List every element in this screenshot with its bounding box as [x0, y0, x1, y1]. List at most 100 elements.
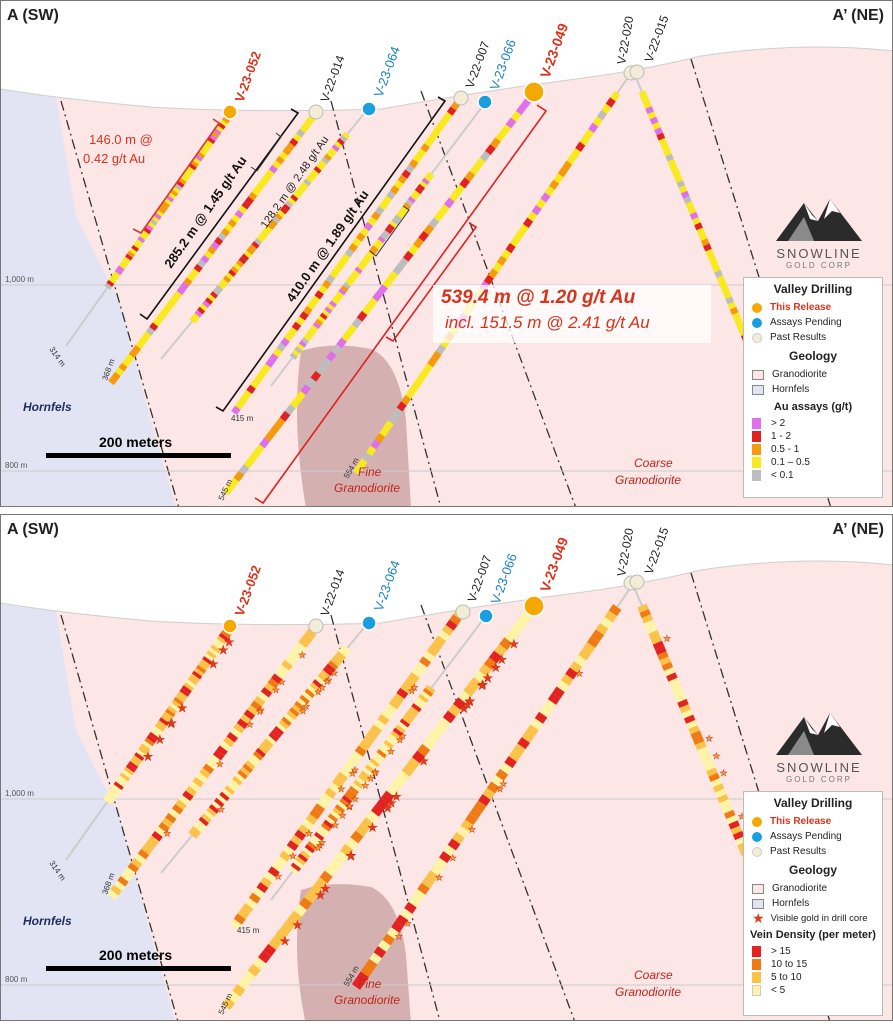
assay-interval [295, 188, 304, 196]
assay-interval [209, 134, 218, 142]
collar-v23066[interactable] [477, 94, 493, 110]
vein-interval [263, 943, 277, 957]
collar-v23064[interactable] [361, 101, 377, 117]
visible-gold-star-icon: ★ [216, 759, 224, 769]
vein-interval [677, 698, 689, 708]
vein-interval [120, 871, 133, 883]
vein-interval [127, 760, 139, 770]
collar-v23052[interactable] [222, 618, 238, 634]
vein-interval [413, 700, 424, 710]
collar-v23066[interactable] [478, 608, 494, 624]
vein-interval [701, 756, 714, 767]
vein-interval [473, 800, 487, 813]
visible-gold-star-icon: ★ [143, 749, 154, 763]
swatch-vein-10-15 [752, 959, 761, 970]
assay-interval [409, 382, 420, 393]
assay-interval [326, 150, 335, 159]
vein-interval [679, 704, 691, 714]
assay-interval [361, 304, 373, 316]
legend-vein-title: Vein Density (per meter) [750, 929, 876, 941]
collar-v22014[interactable] [308, 104, 324, 120]
assay-interval [433, 210, 445, 222]
collar-v22015[interactable] [629, 574, 645, 590]
assay-interval [219, 119, 228, 127]
assay-interval [242, 389, 252, 400]
vein-interval [608, 604, 622, 617]
visible-gold-star-icon: ★ [410, 683, 418, 693]
collar-v22007[interactable] [455, 604, 471, 620]
assay-interval [303, 305, 313, 316]
swatch-au-01-05 [752, 457, 761, 468]
visible-gold-star-icon: ★ [272, 685, 280, 695]
visible-gold-star-icon: ★ [345, 802, 353, 812]
vein-interval [233, 722, 245, 734]
assay-interval [264, 225, 273, 234]
assay-interval [377, 236, 386, 244]
collar-v22014[interactable] [308, 618, 324, 634]
collar-v23049[interactable] [523, 81, 545, 103]
collar-v22015[interactable] [629, 64, 645, 80]
vein-interval [332, 807, 343, 817]
visible-gold-star-icon: ★ [490, 660, 501, 674]
vein-interval [227, 782, 238, 792]
assay-interval [405, 199, 414, 207]
assay-interval [370, 439, 381, 450]
visible-gold-star-icon: ★ [387, 747, 395, 757]
intercept-v23052-b: 0.42 g/t Au [83, 151, 145, 166]
vein-interval [499, 762, 513, 775]
topography-line [1, 46, 892, 112]
vein-interval [514, 617, 528, 631]
vein-interval [465, 813, 478, 826]
vein-interval [301, 819, 314, 831]
assay-interval [403, 202, 412, 210]
assay-interval [372, 290, 383, 302]
vein-interval [298, 824, 310, 836]
assay-interval [238, 395, 249, 405]
assay-interval [725, 296, 735, 305]
vein-interval [509, 623, 523, 637]
assay-interval [380, 232, 388, 241]
assay-interval [162, 304, 172, 314]
vein-interval [521, 730, 535, 743]
headline-incl: incl. 151.5 m @ 2.41 g/t Au [445, 313, 650, 332]
assay-interval [449, 190, 460, 202]
assay-interval [275, 155, 285, 165]
assay-interval [152, 317, 162, 327]
assay-interval [243, 457, 255, 469]
vein-interval [206, 758, 218, 770]
assay-interval [291, 349, 300, 357]
assay-interval [479, 150, 491, 162]
assay-interval [120, 259, 129, 267]
assay-interval [408, 158, 419, 169]
assay-interval [601, 103, 612, 114]
vein-interval [274, 668, 286, 680]
vein-interval [539, 705, 552, 718]
visible-gold-star-icon: ★ [386, 796, 397, 810]
assay-interval [176, 286, 186, 296]
assay-interval [391, 217, 400, 225]
vein-interval [239, 766, 251, 777]
vein-interval [199, 767, 211, 779]
vein-interval [323, 819, 334, 829]
collar-v23049[interactable] [523, 595, 545, 617]
vein-interval [723, 809, 736, 819]
vein-interval [300, 850, 311, 860]
swatch-au-05-1 [752, 444, 761, 455]
scale-bar-label: 200 meters [99, 434, 172, 450]
collar-v23064[interactable] [361, 615, 377, 631]
collar-v23052[interactable] [222, 104, 238, 120]
vein-interval [289, 707, 300, 717]
vein-interval [706, 767, 718, 777]
assay-interval [189, 316, 198, 324]
vein-interval [290, 834, 303, 846]
vein-interval [314, 877, 328, 891]
vein-interval [438, 851, 452, 864]
vein-interval [264, 682, 276, 694]
vein-interval [245, 760, 256, 770]
assay-interval [106, 279, 115, 287]
orange-dot-icon [752, 816, 762, 827]
legend-item-hornfels: Hornfels [744, 896, 882, 911]
collar-v22007[interactable] [453, 90, 469, 106]
vein-interval [107, 889, 119, 901]
vein-interval [327, 660, 339, 670]
